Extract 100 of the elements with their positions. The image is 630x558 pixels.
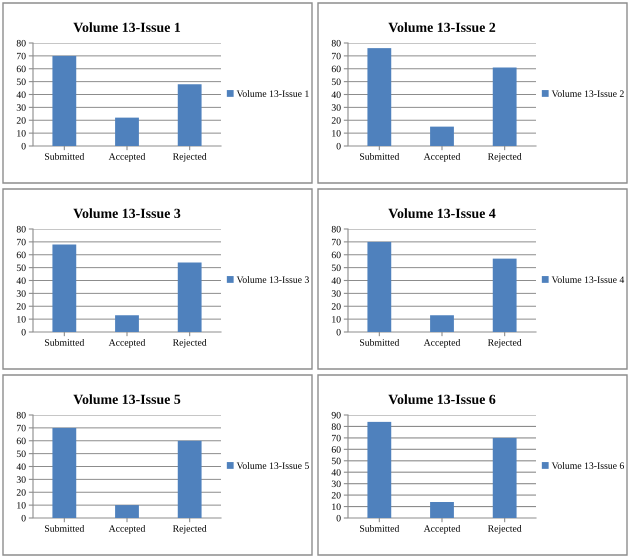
y-tick-label: 80: [332, 226, 341, 232]
bar: [430, 502, 454, 518]
legend-label: Volume 13-Issue 6: [552, 462, 624, 470]
y-tick-label: 30: [16, 476, 26, 483]
y-tick-label: 10: [332, 503, 341, 510]
x-tick-label: Rejected: [488, 338, 522, 348]
bar: [52, 244, 76, 332]
x-tick-label: Submitted: [360, 524, 400, 532]
y-tick-label: 80: [16, 226, 26, 232]
chart-title: Volume 13-Issue 5: [73, 394, 180, 404]
chart-title: Volume 13-Issue 2: [388, 22, 496, 32]
y-tick-label: 90: [332, 412, 341, 418]
y-tick-label: 70: [16, 52, 26, 60]
x-tick-label: Submitted: [45, 524, 84, 532]
x-tick-label: Accepted: [108, 338, 146, 348]
y-tick-label: 80: [16, 412, 26, 418]
y-tick-label: 60: [332, 446, 341, 453]
bar: [52, 428, 76, 518]
bar: [492, 67, 517, 146]
x-tick-label: Accepted: [424, 524, 460, 534]
y-tick-label: 60: [332, 66, 341, 72]
y-tick-label: 0: [336, 514, 341, 522]
bar: [492, 438, 517, 518]
y-tick-label: 20: [332, 303, 341, 310]
y-tick-label: 0: [22, 142, 26, 150]
y-tick-label: 40: [332, 277, 341, 284]
chart-title: Volume 13-Issue 4: [388, 208, 496, 218]
legend-label: Volume 13-Issue 4: [552, 276, 624, 284]
x-tick-label: Submitted: [45, 338, 84, 346]
bar: [52, 56, 76, 146]
y-tick-label: 0: [22, 328, 26, 336]
y-tick-label: 20: [332, 492, 341, 499]
y-tick-label: 10: [17, 502, 26, 509]
y-tick-label: 10: [332, 130, 341, 137]
x-tick-label: Submitted: [360, 338, 400, 346]
legend-label: Volume 13-Issue 5: [236, 462, 309, 470]
bar: [115, 118, 139, 146]
y-tick-label: 20: [16, 303, 26, 310]
y-tick-label: 60: [16, 252, 26, 258]
y-tick-label: 60: [16, 66, 26, 72]
y-tick-label: 20: [16, 117, 26, 124]
bar: [115, 505, 139, 518]
y-tick-label: 40: [16, 463, 26, 470]
y-tick-label: 0: [336, 142, 341, 150]
bar: [430, 126, 454, 146]
bar: [367, 242, 392, 332]
x-tick-label: Rejected: [172, 524, 207, 534]
y-tick-label: 0: [336, 328, 341, 336]
y-tick-label: 40: [16, 91, 26, 98]
y-tick-label: 50: [332, 78, 341, 86]
y-tick-label: 70: [16, 424, 26, 432]
y-tick-label: 30: [332, 290, 341, 297]
y-tick-label: 20: [332, 117, 341, 124]
x-tick-label: Accepted: [108, 524, 146, 534]
y-tick-label: 80: [332, 40, 341, 46]
x-tick-label: Rejected: [488, 152, 522, 162]
y-tick-label: 20: [16, 489, 26, 496]
chart-title: Volume 13-Issue 1: [73, 22, 180, 32]
bar: [178, 440, 202, 518]
x-tick-label: Rejected: [172, 338, 207, 348]
y-tick-label: 40: [16, 277, 26, 284]
y-tick-label: 50: [16, 450, 26, 458]
y-tick-label: 60: [16, 438, 26, 444]
x-tick-label: Accepted: [108, 152, 146, 162]
y-tick-label: 50: [332, 458, 341, 464]
y-tick-label: 70: [332, 238, 341, 246]
y-tick-label: 30: [16, 104, 26, 111]
legend-label: Volume 13-Issue 1: [236, 90, 309, 98]
y-tick-label: 30: [332, 104, 341, 111]
y-tick-label: 70: [16, 238, 26, 246]
y-tick-label: 80: [16, 40, 26, 46]
y-tick-label: 10: [17, 316, 26, 323]
y-tick-label: 70: [332, 434, 341, 442]
x-tick-label: Accepted: [424, 338, 460, 348]
y-tick-label: 40: [332, 91, 341, 98]
y-tick-label: 50: [16, 264, 26, 272]
x-tick-label: Rejected: [172, 152, 207, 162]
bar: [367, 422, 392, 518]
x-tick-label: Submitted: [360, 152, 400, 160]
y-tick-label: 50: [16, 78, 26, 86]
bar: [367, 48, 392, 146]
y-tick-label: 80: [332, 423, 341, 430]
bar: [178, 262, 202, 332]
y-tick-label: 40: [332, 469, 341, 476]
bar: [115, 315, 139, 332]
x-tick-label: Accepted: [424, 152, 460, 162]
y-tick-label: 30: [332, 480, 341, 488]
y-tick-label: 60: [332, 252, 341, 258]
bar: [492, 258, 517, 332]
x-tick-label: Submitted: [45, 152, 84, 160]
x-tick-label: Rejected: [488, 524, 522, 534]
y-tick-label: 30: [16, 290, 26, 297]
chart-title: Volume 13-Issue 6: [388, 394, 496, 404]
y-tick-label: 70: [332, 52, 341, 60]
legend-label: Volume 13-Issue 2: [552, 90, 624, 98]
y-tick-label: 0: [22, 514, 26, 522]
legend-label: Volume 13-Issue 3: [236, 276, 309, 284]
bar: [178, 84, 202, 146]
y-tick-label: 50: [332, 264, 341, 272]
chart-title: Volume 13-Issue 3: [73, 208, 180, 218]
